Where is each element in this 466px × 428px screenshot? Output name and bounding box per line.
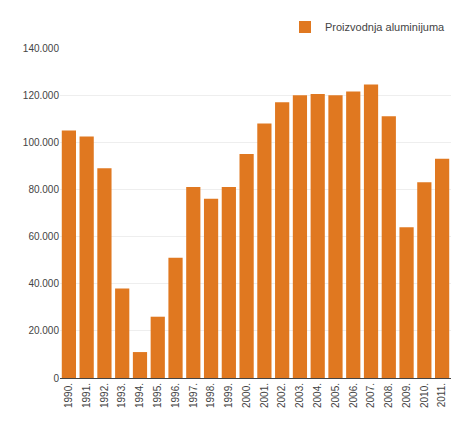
svg-text:1996.: 1996.	[170, 383, 181, 408]
svg-text:2006.: 2006.	[348, 383, 359, 408]
svg-text:2001.: 2001.	[259, 383, 270, 408]
svg-text:120.000: 120.000	[23, 90, 60, 101]
svg-text:20.000: 20.000	[28, 325, 59, 336]
svg-text:100.000: 100.000	[23, 137, 60, 148]
svg-text:2011.: 2011.	[436, 383, 447, 407]
svg-text:1991.: 1991.	[81, 383, 92, 408]
svg-text:1999.: 1999.	[223, 383, 234, 408]
svg-text:2010.: 2010.	[419, 383, 430, 408]
svg-text:2005.: 2005.	[330, 383, 341, 408]
svg-text:1995.: 1995.	[152, 383, 163, 408]
svg-text:1993.: 1993.	[116, 383, 127, 408]
svg-text:2002.: 2002.	[276, 383, 287, 408]
svg-text:2004.: 2004.	[312, 383, 323, 408]
svg-text:80.000: 80.000	[28, 184, 59, 195]
svg-text:0: 0	[53, 373, 59, 384]
svg-text:40.000: 40.000	[28, 278, 59, 289]
svg-text:1997.: 1997.	[188, 383, 199, 408]
svg-text:2000.: 2000.	[241, 383, 252, 408]
svg-text:1998.: 1998.	[205, 383, 216, 408]
svg-text:2007.: 2007.	[365, 383, 376, 408]
svg-text:1990.: 1990.	[63, 383, 74, 408]
svg-text:1994.: 1994.	[134, 383, 145, 408]
svg-text:2008.: 2008.	[383, 383, 394, 408]
svg-text:2003.: 2003.	[294, 383, 305, 408]
svg-text:2009.: 2009.	[401, 383, 412, 408]
svg-text:140.000: 140.000	[23, 43, 60, 54]
svg-text:60.000: 60.000	[28, 231, 59, 242]
svg-text:1992.: 1992.	[99, 383, 110, 408]
svg-text:Proizvodnja aluminijuma: Proizvodnja aluminijuma	[325, 21, 445, 33]
